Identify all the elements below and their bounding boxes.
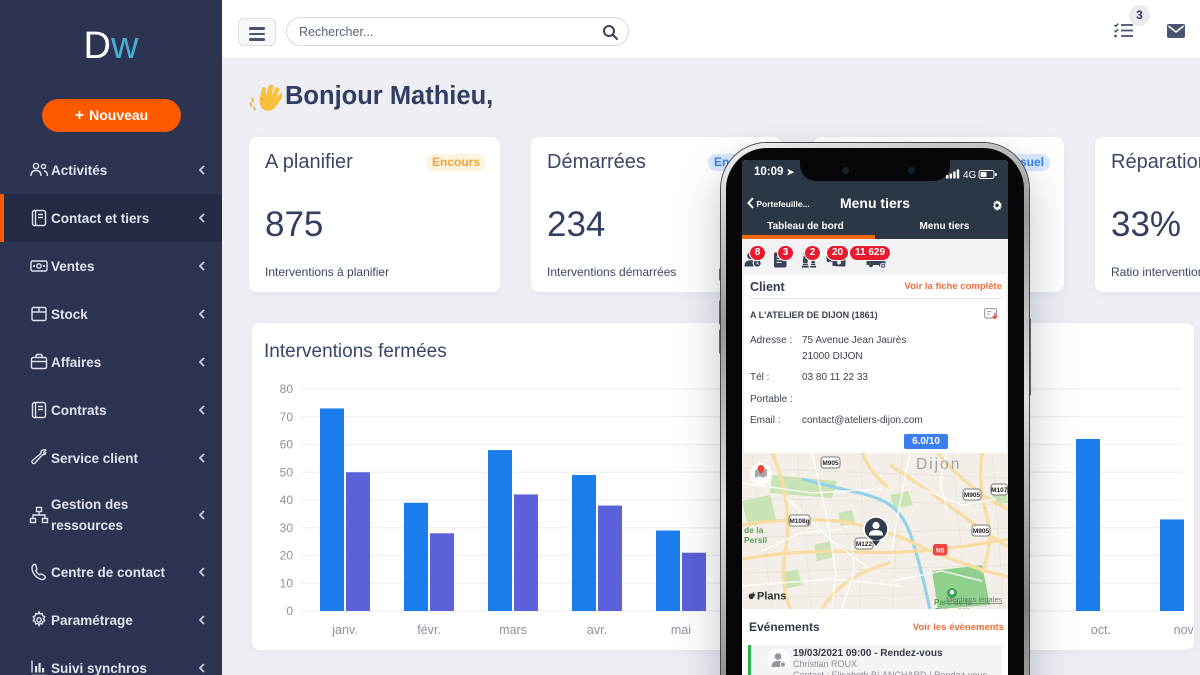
svg-text:N5: N5 (936, 548, 945, 555)
svg-text:Persil: Persil (744, 535, 767, 545)
svg-text:M905: M905 (822, 460, 839, 467)
svg-text:10: 10 (280, 576, 294, 590)
svg-text:oct.: oct. (1091, 623, 1111, 637)
svg-text:M108g: M108g (789, 518, 809, 525)
svg-text:M122: M122 (856, 541, 873, 548)
svg-text:M905: M905 (964, 492, 981, 499)
svg-text:Parc de la: Parc de la (934, 598, 972, 607)
svg-text:40: 40 (280, 493, 294, 507)
svg-text:60: 60 (280, 438, 294, 452)
svg-text:M905: M905 (973, 528, 990, 535)
svg-text:50: 50 (280, 465, 294, 479)
svg-text:mai: mai (671, 623, 691, 637)
svg-text:4G: 4G (963, 170, 977, 180)
svg-text:20: 20 (280, 549, 294, 563)
svg-text:févr.: févr. (417, 623, 441, 637)
svg-text:nov.: nov. (1174, 623, 1194, 637)
svg-text:70: 70 (280, 410, 294, 424)
svg-text:janv.: janv. (331, 623, 357, 637)
svg-text:0: 0 (286, 604, 293, 618)
svg-text:Mentions légales: Mentions légales (946, 595, 1003, 604)
svg-text:80: 80 (280, 382, 294, 396)
svg-text:mars: mars (499, 623, 527, 637)
svg-text:Plans: Plans (757, 591, 786, 603)
svg-text:M107: M107 (991, 487, 1008, 494)
svg-text:Dijon: Dijon (916, 456, 961, 473)
svg-text:de la: de la (744, 525, 764, 535)
svg-text:30: 30 (280, 521, 294, 535)
svg-text:avr.: avr. (587, 623, 607, 637)
